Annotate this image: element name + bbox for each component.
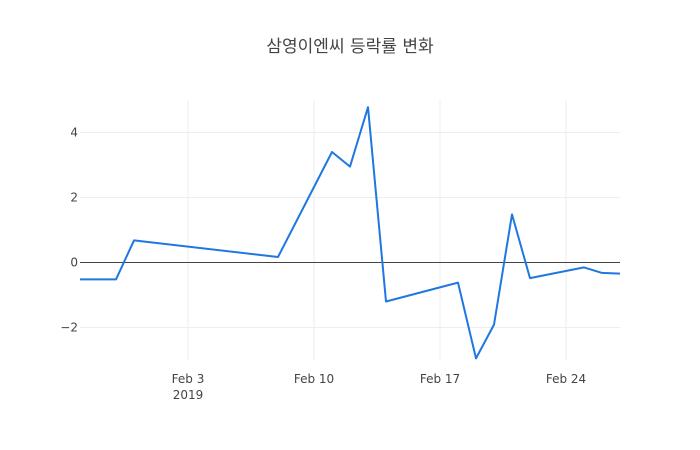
x-tick-sublabel: 2019 [173, 388, 204, 402]
y-tick-label: 4 [70, 126, 78, 140]
y-tick-label: −2 [60, 321, 78, 335]
y-tick-label: 2 [70, 191, 78, 205]
chart-title: 삼영이엔씨 등락률 변화 [266, 37, 434, 57]
x-tick-label: Feb 24 [546, 372, 586, 386]
x-tick-label: Feb 3 [172, 372, 205, 386]
series-line [80, 106, 621, 360]
x-tick-label: Feb 10 [294, 372, 334, 386]
y-tick-label: 0 [70, 256, 78, 270]
x-tick-label: Feb 17 [420, 372, 460, 386]
